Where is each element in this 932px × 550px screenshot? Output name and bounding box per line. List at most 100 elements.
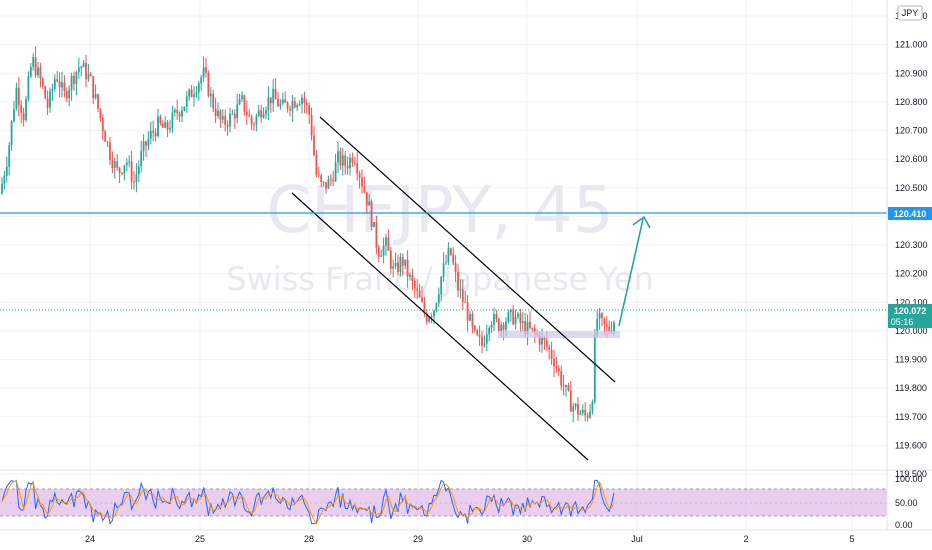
candle-body bbox=[541, 337, 543, 345]
candle-body bbox=[185, 96, 188, 107]
candle-body bbox=[233, 113, 236, 119]
candle-body bbox=[253, 124, 255, 126]
candle-body bbox=[346, 165, 349, 169]
candle-body bbox=[3, 175, 6, 184]
candle-body bbox=[152, 130, 155, 133]
candle-body bbox=[164, 122, 167, 128]
candle-body bbox=[61, 82, 63, 88]
candle-body bbox=[500, 324, 503, 332]
candle-body bbox=[205, 67, 207, 73]
candle-body bbox=[601, 313, 603, 319]
candle-body bbox=[298, 104, 301, 106]
candle-body bbox=[214, 108, 217, 116]
candle-body bbox=[113, 161, 116, 168]
candle-body bbox=[274, 89, 277, 100]
candle-body bbox=[514, 316, 517, 325]
candle-body bbox=[245, 111, 248, 116]
candle-body bbox=[591, 401, 594, 412]
candle-body bbox=[524, 321, 527, 335]
currency-badge[interactable]: JPY bbox=[897, 5, 923, 21]
price-tick-label: 120.300 bbox=[895, 240, 928, 250]
candle-body bbox=[75, 72, 78, 84]
candlestick-series bbox=[1, 46, 615, 423]
candle-body bbox=[159, 116, 162, 124]
candle-body bbox=[377, 247, 380, 257]
price-axis[interactable]: 121.100121.000120.900120.800120.700120.6… bbox=[886, 0, 928, 530]
candle-body bbox=[197, 83, 200, 93]
candle-body bbox=[267, 97, 270, 111]
candle-body bbox=[133, 181, 135, 183]
candle-body bbox=[265, 110, 267, 115]
candle-body bbox=[389, 250, 392, 269]
candle-body bbox=[73, 75, 75, 84]
description-watermark: Swiss Franc / Japanese Yen bbox=[226, 260, 653, 298]
chart-grid bbox=[0, 0, 887, 530]
candle-body bbox=[493, 313, 495, 325]
candle-body bbox=[25, 98, 27, 121]
price-tick-label: 119.600 bbox=[895, 440, 927, 450]
candle-body bbox=[80, 66, 83, 68]
candle-body bbox=[370, 201, 373, 227]
candle-body bbox=[418, 290, 421, 298]
candle-body bbox=[1, 183, 3, 194]
candle-body bbox=[94, 94, 97, 99]
candle-body bbox=[85, 63, 87, 80]
candle-body bbox=[241, 95, 243, 100]
candle-body bbox=[375, 222, 378, 248]
candle-body bbox=[116, 161, 119, 168]
candle-body bbox=[329, 179, 332, 181]
price-tick-label: 120.700 bbox=[895, 126, 928, 136]
bar-countdown: 05:16 bbox=[891, 317, 914, 327]
candle-body bbox=[173, 109, 176, 113]
candle-body bbox=[495, 313, 498, 319]
candle-body bbox=[589, 411, 591, 418]
candle-body bbox=[543, 337, 546, 341]
candle-body bbox=[5, 166, 8, 176]
candle-body bbox=[584, 409, 587, 416]
channel-lower-line[interactable] bbox=[291, 192, 589, 461]
candle-body bbox=[519, 313, 522, 324]
candle-body bbox=[572, 406, 575, 412]
price-tick-label: 120.100 bbox=[895, 297, 928, 307]
candle-body bbox=[46, 98, 49, 108]
candle-body bbox=[269, 97, 272, 104]
projection-arrow[interactable] bbox=[618, 215, 651, 327]
candle-body bbox=[435, 303, 438, 311]
time-axis[interactable]: 24 25 28 29 30 Jul 2 5 bbox=[0, 529, 932, 544]
candle-body bbox=[142, 141, 145, 152]
candle-body bbox=[512, 309, 515, 325]
candle-body bbox=[608, 326, 611, 332]
candle-body bbox=[8, 145, 11, 167]
candle-body bbox=[387, 237, 390, 251]
candle-body bbox=[313, 135, 315, 156]
candle-body bbox=[349, 157, 351, 169]
candle-body bbox=[545, 340, 548, 347]
candle-body bbox=[327, 179, 330, 189]
candle-body bbox=[397, 262, 399, 273]
candle-body bbox=[305, 102, 308, 106]
candle-body bbox=[322, 181, 325, 183]
candle-body bbox=[353, 162, 356, 164]
candle-body bbox=[301, 97, 303, 105]
candle-body bbox=[277, 99, 279, 107]
candle-body bbox=[373, 222, 375, 227]
candle-body bbox=[567, 385, 570, 391]
price-tick-label: 119.500 bbox=[895, 469, 927, 479]
candle-body bbox=[363, 186, 366, 193]
indicator-line-k bbox=[1, 479, 615, 525]
channel-upper-line[interactable] bbox=[319, 116, 616, 383]
candle-body bbox=[289, 108, 291, 111]
candle-body bbox=[68, 89, 71, 99]
candle-body bbox=[236, 104, 239, 119]
candle-body bbox=[440, 276, 443, 295]
indicator-line-d bbox=[1, 480, 615, 525]
candle-body bbox=[569, 390, 572, 412]
candle-body bbox=[34, 57, 37, 76]
candle-body bbox=[217, 110, 219, 116]
candle-body bbox=[538, 334, 541, 345]
time-tick-label: 30 bbox=[522, 534, 532, 544]
candle-body bbox=[243, 95, 246, 112]
candle-body bbox=[413, 281, 416, 289]
candle-body bbox=[260, 110, 263, 118]
